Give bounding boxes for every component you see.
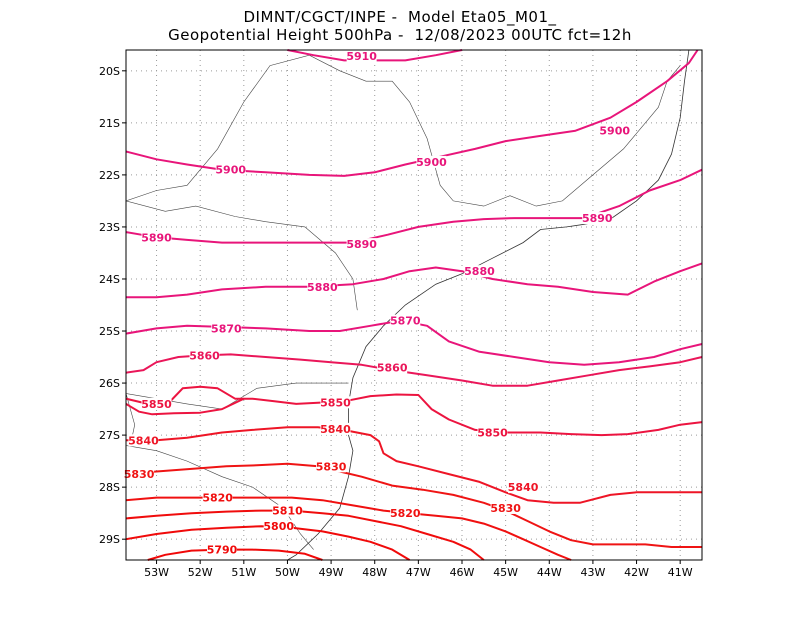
- contour-label: 5830: [316, 460, 347, 473]
- lat-tick-label: 29S: [99, 533, 120, 546]
- contour-label: 5850: [141, 398, 172, 411]
- contour-label-bg: [377, 361, 408, 374]
- contour-label-bg: [207, 543, 237, 556]
- map-title-line-2: Geopotential Height 500hPa - 12/08/2023 …: [168, 26, 632, 44]
- contour-label: 5860: [377, 361, 408, 374]
- lon-tick-label: 47W: [406, 566, 431, 579]
- map-title-line-1: DIMNT/CGCT/INPE - Model Eta05_M01_: [243, 8, 557, 26]
- contour-label-bg: [202, 491, 233, 504]
- lat-tick-label: 20S: [99, 65, 120, 78]
- contour-label: 5800: [263, 520, 294, 533]
- contour-label: 5870: [211, 322, 242, 335]
- lon-tick-label: 46W: [450, 566, 475, 579]
- contour-label-bg: [124, 468, 155, 481]
- contour-label-bg: [263, 520, 294, 533]
- contour-label: 5830: [124, 468, 155, 481]
- contour-label: 5880: [464, 265, 495, 278]
- lon-tick-label: 51W: [231, 566, 256, 579]
- contour-label: 5840: [128, 434, 159, 447]
- contour-5850: [125, 385, 703, 437]
- latitude-axis: 20S 21S 22S 23S 24S 25S 26S 27S 28S 29S: [99, 65, 126, 546]
- contour-5880: [126, 262, 703, 299]
- lat-tick-label: 21S: [99, 117, 120, 130]
- contour-label-bg: [582, 212, 613, 225]
- contour-label: 5910: [346, 50, 377, 63]
- contour-label: 5900: [599, 125, 630, 138]
- contour-5850: [125, 397, 245, 416]
- contour-label: 5900: [215, 164, 246, 177]
- lat-tick-label: 26S: [99, 377, 120, 390]
- contour-label: 5840: [508, 481, 539, 494]
- contour-label-bg: [215, 163, 246, 176]
- lat-tick-label: 27S: [99, 429, 120, 442]
- contour-label-bg: [320, 396, 351, 409]
- contour-label-bg: [416, 155, 447, 168]
- lat-tick-label: 24S: [99, 273, 120, 286]
- contour-label: 5820: [390, 507, 421, 520]
- contour-label-bg: [346, 50, 377, 63]
- lon-tick-label: 42W: [624, 566, 649, 579]
- contour-5830: [125, 462, 702, 548]
- contour-label: 5850: [320, 396, 351, 409]
- contour-5810: [125, 509, 485, 561]
- contour-label: 5890: [141, 231, 172, 244]
- contour-label-bg: [464, 265, 495, 278]
- lon-tick-label: 53W: [144, 566, 169, 579]
- contour-label-bg: [320, 422, 351, 435]
- contour-label-bg: [316, 460, 347, 473]
- lon-tick-label: 44W: [537, 566, 562, 579]
- contour-label-bg: [390, 507, 421, 520]
- longitude-axis: 53W 52W 51W 50W 49W 48W 47W 46W 45W 44W 43W 42W 41W: [144, 560, 693, 579]
- contour-label-bg: [346, 238, 377, 251]
- contour-label-bg: [128, 434, 159, 447]
- contour-labels: 5910 5900 5900 5900 5890 5890 5890 5880 5880 5870…: [124, 50, 630, 557]
- lon-tick-label: 43W: [580, 566, 605, 579]
- contour-label-bg: [307, 280, 338, 293]
- contour-label-bg: [211, 322, 242, 335]
- contour-label-bg: [508, 481, 539, 494]
- contour-label: 5870: [390, 315, 421, 328]
- lon-tick-label: 52W: [188, 566, 213, 579]
- contour-5900: [125, 49, 699, 177]
- lat-tick-label: 25S: [99, 325, 120, 338]
- contour-label-bg: [141, 231, 172, 244]
- lon-tick-label: 45W: [493, 566, 518, 579]
- contour-label-bg: [189, 349, 220, 362]
- lon-tick-label: 50W: [275, 566, 300, 579]
- state-border: [125, 200, 358, 311]
- contour-label: 5840: [320, 423, 351, 436]
- state-border: [125, 54, 681, 207]
- lon-tick-label: 48W: [362, 566, 387, 579]
- lat-tick-label: 22S: [99, 169, 120, 182]
- contour-label: 5890: [582, 212, 613, 225]
- contour-label-bg: [272, 504, 303, 517]
- contour-label-bg: [490, 501, 521, 514]
- contour-label: 5890: [346, 238, 377, 251]
- state-border: [125, 445, 314, 550]
- contour-label: 5810: [272, 505, 303, 518]
- lon-tick-label: 49W: [319, 566, 344, 579]
- contour-label-bg: [390, 314, 421, 327]
- lon-tick-label: 41W: [668, 566, 693, 579]
- contour-label: 5830: [490, 502, 521, 515]
- contour-label: 5820: [202, 492, 233, 505]
- plot-frame: [125, 49, 703, 561]
- contour-label: 5900: [416, 156, 447, 169]
- contour-label-bg: [141, 397, 172, 410]
- contour-label: 5860: [189, 349, 220, 362]
- contour-5840: [126, 426, 702, 504]
- contour-5790: [147, 548, 323, 561]
- contour-label-bg: [477, 426, 508, 439]
- lat-tick-label: 28S: [99, 481, 120, 494]
- contour-5890: [125, 168, 703, 244]
- lat-tick-label: 23S: [99, 221, 120, 234]
- coastline: [287, 49, 690, 561]
- contour-label-bg: [599, 124, 630, 137]
- contour-label: 5880: [307, 281, 338, 294]
- contour-label: 5790: [207, 544, 238, 557]
- contour-label: 5850: [477, 427, 508, 440]
